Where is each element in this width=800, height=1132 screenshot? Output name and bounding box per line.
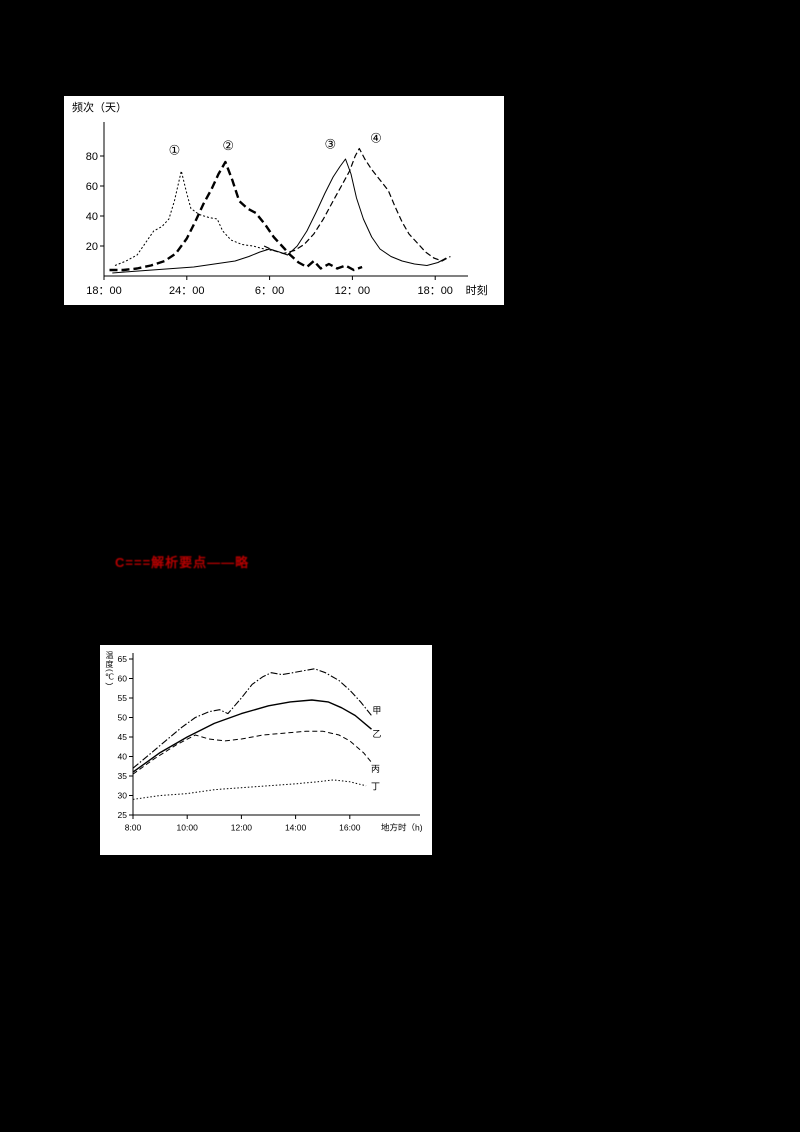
- y-tick-label: 40: [86, 211, 98, 223]
- series-bing-dashed: [132, 730, 372, 775]
- y-tick-label: 25: [118, 810, 128, 820]
- curve-label: ②: [222, 138, 234, 153]
- x-tick-label: 16:00: [339, 823, 361, 833]
- y-tick-label: 60: [86, 181, 98, 193]
- y-tick-label: 50: [118, 713, 128, 723]
- x-axis-unit-label: 时刻: [466, 283, 488, 297]
- curve-label: ①: [169, 143, 181, 158]
- series-curve-1-dotted: [114, 170, 273, 266]
- frequency-chart-ylabel: 频次（天）: [72, 102, 127, 114]
- x-tick-label: 10:00: [177, 823, 199, 833]
- y-tick-label: 65: [118, 654, 128, 664]
- y-tick-label: 45: [118, 732, 128, 742]
- x-tick-label: 6：00: [255, 285, 284, 297]
- curve-label: 乙: [372, 729, 381, 739]
- curve-label: 丁: [371, 782, 380, 792]
- curve-label: 丙: [371, 764, 380, 774]
- series-yi-solid: [132, 699, 372, 773]
- frequency-chart-svg: 20 40 60 80 18：00 24：00 6：00 12：00 18：00 时刻 ① ② ③ ④: [86, 122, 488, 297]
- series-curve-2-thick-dashed: [109, 160, 363, 272]
- y-tick-label: 40: [118, 752, 128, 762]
- x-tick-label: 18：00: [417, 285, 452, 297]
- y-tick-label: 20: [86, 241, 98, 253]
- x-tick-label: 24：00: [169, 285, 204, 297]
- curve-label: ③: [324, 137, 336, 152]
- temperature-chart-panel: 温度(℃) 25 30 35 40 45 50 55 60 65 8:00 10:00 12:00 14…: [100, 645, 432, 855]
- curve-label: 甲: [372, 706, 381, 716]
- y-tick-label: 60: [118, 674, 128, 684]
- x-tick-label: 18：00: [86, 285, 121, 297]
- answer-note-text: C===解析要点——略: [115, 555, 250, 570]
- y-tick-label: 30: [118, 791, 128, 801]
- y-tick-label: 35: [118, 771, 128, 781]
- x-tick-label: 8:00: [125, 823, 142, 833]
- series-curve-3-solid: [112, 158, 447, 274]
- frequency-chart-panel: 频次（天） 20 40 60 80 18：00 24：00 6：00 12：00 18：00 时刻…: [64, 96, 504, 305]
- series-jia-dashdot: [132, 668, 372, 769]
- y-tick-label: 55: [118, 693, 128, 703]
- x-axis-unit-label: 地方时（h): [381, 823, 423, 833]
- x-tick-label: 12:00: [231, 823, 253, 833]
- series-ding-dotted: [132, 779, 367, 800]
- curve-label: ④: [370, 131, 382, 146]
- series-curve-4-dashed: [263, 147, 451, 262]
- temperature-chart-ylabel: 温度(℃): [105, 651, 114, 687]
- y-tick-label: 80: [86, 151, 98, 163]
- x-tick-label: 12：00: [335, 285, 370, 297]
- temperature-chart-svg: 25 30 35 40 45 50 55 60 65 8:00 10:00 12:00 14:00 16:…: [118, 653, 423, 833]
- x-tick-label: 14:00: [285, 823, 307, 833]
